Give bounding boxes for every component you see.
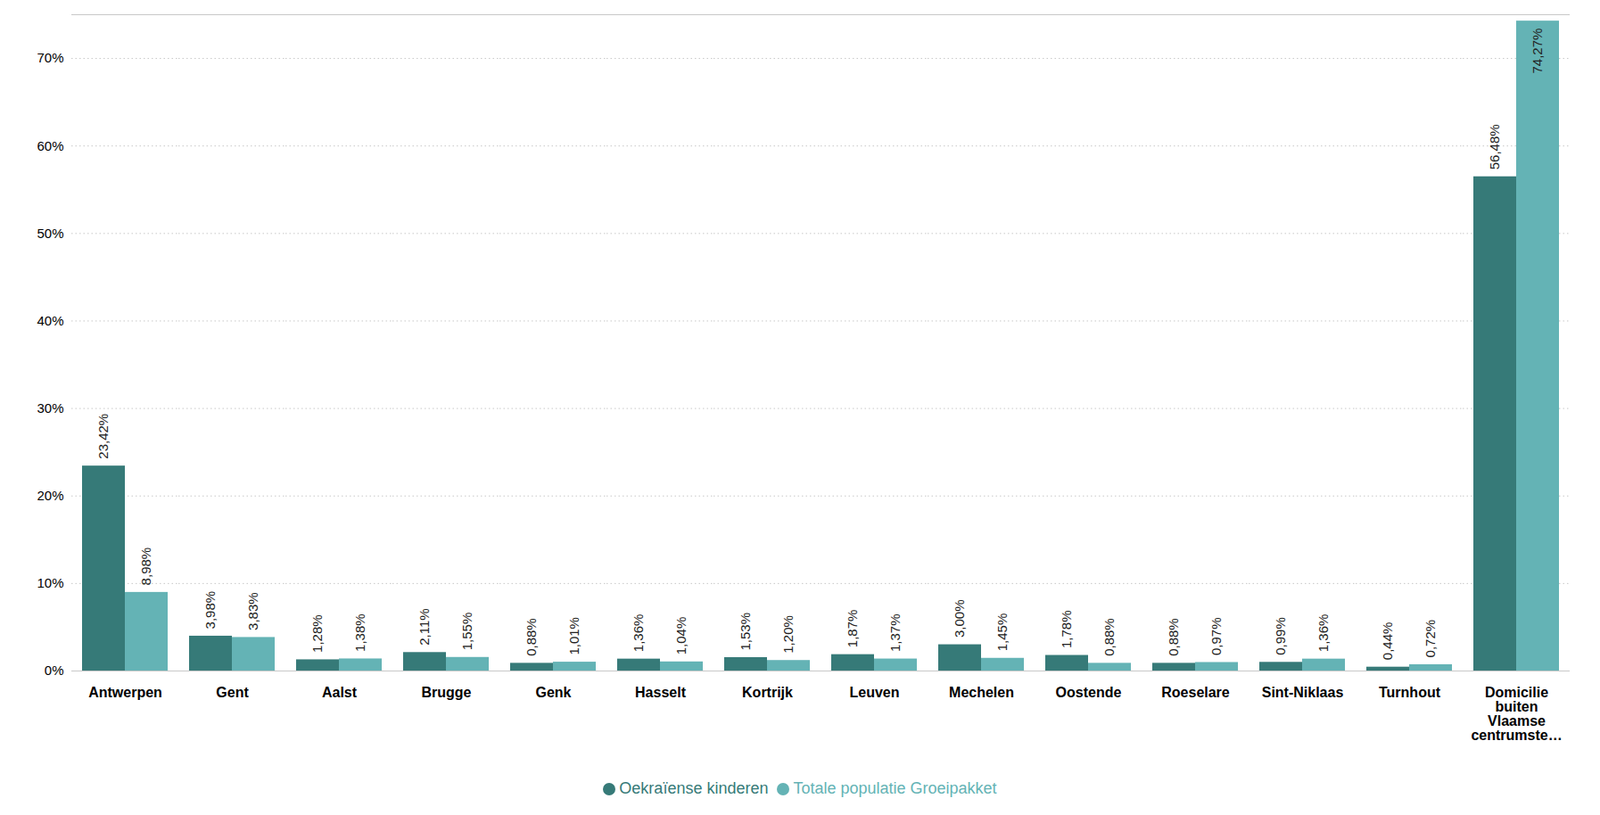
svg-text:40%: 40% xyxy=(36,313,64,329)
svg-text:3,98%: 3,98% xyxy=(202,591,218,630)
svg-text:0,88%: 0,88% xyxy=(523,618,539,657)
html-text:Oekraïense kinderen: Oekraïense kinderen xyxy=(619,779,769,798)
svg-text:8,98%: 8,98% xyxy=(138,547,154,586)
svg-text:56,48%: 56,48% xyxy=(1486,123,1502,170)
svg-text:Hasselt: Hasselt xyxy=(635,684,687,701)
svg-text:0%: 0% xyxy=(44,662,65,678)
svg-text:1,20%: 1,20% xyxy=(780,615,796,654)
svg-text:10%: 10% xyxy=(36,575,64,591)
svg-text:0,99%: 0,99% xyxy=(1272,617,1288,656)
svg-text:30%: 30% xyxy=(36,400,64,416)
svg-text:0,97%: 0,97% xyxy=(1208,617,1224,656)
svg-text:1,87%: 1,87% xyxy=(844,610,860,649)
svg-text:1,36%: 1,36% xyxy=(630,614,646,653)
svg-text:20%: 20% xyxy=(36,487,64,504)
svg-text:Genk: Genk xyxy=(535,684,571,701)
svg-text:50%: 50% xyxy=(36,225,64,241)
svg-text:Mechelen: Mechelen xyxy=(948,684,1015,701)
svg-text:Roeselare: Roeselare xyxy=(1161,684,1230,701)
svg-text:1,53%: 1,53% xyxy=(737,612,753,652)
svg-text:1,45%: 1,45% xyxy=(994,613,1010,652)
svg-text:1,28%: 1,28% xyxy=(309,614,325,653)
svg-text:1,36%: 1,36% xyxy=(1315,614,1331,653)
svg-text:3,83%: 3,83% xyxy=(245,592,261,631)
svg-text:Oostende: Oostende xyxy=(1055,684,1122,701)
svg-text:Antwerpen: Antwerpen xyxy=(88,684,163,701)
svg-text:3,00%: 3,00% xyxy=(951,600,967,639)
svg-text:0,88%: 0,88% xyxy=(1101,618,1117,657)
svg-text:1,01%: 1,01% xyxy=(566,617,582,656)
svg-text:Turnhout: Turnhout xyxy=(1378,684,1442,701)
svg-text:Sint-Niklaas: Sint-Niklaas xyxy=(1261,684,1345,701)
svg-text:1,37%: 1,37% xyxy=(887,614,903,653)
svg-text:0,88%: 0,88% xyxy=(1165,618,1181,657)
svg-text:1,04%: 1,04% xyxy=(673,617,689,656)
svg-text:0,44%: 0,44% xyxy=(1379,622,1395,661)
html-text:Totale populatie Groeipakket: Totale populatie Groeipakket xyxy=(793,779,997,798)
svg-text:1,78%: 1,78% xyxy=(1058,610,1074,649)
svg-text:1,55%: 1,55% xyxy=(459,612,475,652)
svg-text:60%: 60% xyxy=(36,138,64,154)
svg-text:2,11%: 2,11% xyxy=(416,608,432,645)
svg-text:0,72%: 0,72% xyxy=(1422,619,1438,659)
svg-text:23,42%: 23,42% xyxy=(95,413,111,460)
svg-text:Aalst: Aalst xyxy=(321,684,358,701)
svg-text:Brugge: Brugge xyxy=(421,684,472,701)
svg-text:Gent: Gent xyxy=(215,684,249,701)
svg-text:Leuven: Leuven xyxy=(849,684,899,701)
svg-text:70%: 70% xyxy=(36,49,64,66)
svg-text:Kortrijk: Kortrijk xyxy=(742,684,793,701)
svg-text:1,38%: 1,38% xyxy=(352,613,368,652)
svg-text:DomiciliebuitenVlaamsecentrums: DomiciliebuitenVlaamsecentrumste… xyxy=(1470,684,1562,743)
svg-text:74,27%: 74,27% xyxy=(1529,28,1545,75)
